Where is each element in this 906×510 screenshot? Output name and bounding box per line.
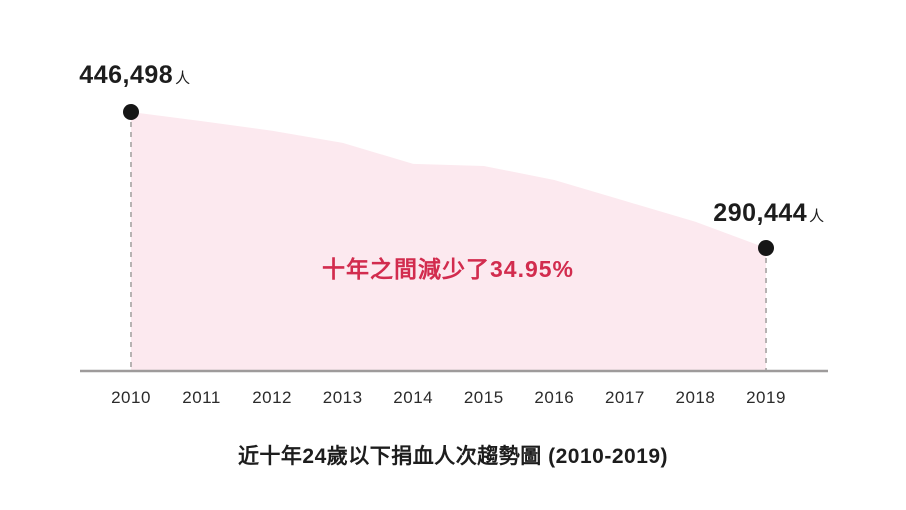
x-tick-label: 2013 bbox=[322, 388, 363, 407]
start-point-unit: 人 bbox=[175, 70, 191, 87]
x-tick-label: 2010 bbox=[111, 388, 151, 407]
x-tick-label: 2012 bbox=[252, 388, 293, 407]
end-point-unit: 人 bbox=[809, 208, 825, 225]
start-point-value: 446,498 bbox=[79, 61, 174, 89]
x-tick-label: 2019 bbox=[746, 388, 786, 407]
x-tick-label: 2017 bbox=[604, 388, 645, 407]
x-tick-label: 2016 bbox=[534, 388, 575, 407]
end-data-point bbox=[758, 240, 774, 256]
decline-annotation: 十年之間減少了34.95% bbox=[321, 256, 575, 282]
x-tick-label: 2015 bbox=[463, 388, 504, 407]
chart-title: 近十年24歲以下捐血人次趨勢圖 (2010-2019) bbox=[237, 445, 669, 468]
x-tick-label: 2014 bbox=[393, 388, 434, 407]
x-tick-label: 2018 bbox=[675, 388, 716, 407]
start-data-point bbox=[123, 104, 139, 120]
x-tick-label: 2011 bbox=[182, 388, 221, 407]
area-fill-shape bbox=[131, 112, 766, 370]
end-point-value: 290,444 bbox=[713, 199, 808, 227]
end-point-label: 290,444 人 bbox=[713, 198, 824, 228]
x-axis-tick-labels: 2010 2011 2012 2013 2014 2015 2016 2017 2018 2019 bbox=[0, 388, 906, 410]
start-point-label: 446,498 人 bbox=[79, 60, 190, 90]
